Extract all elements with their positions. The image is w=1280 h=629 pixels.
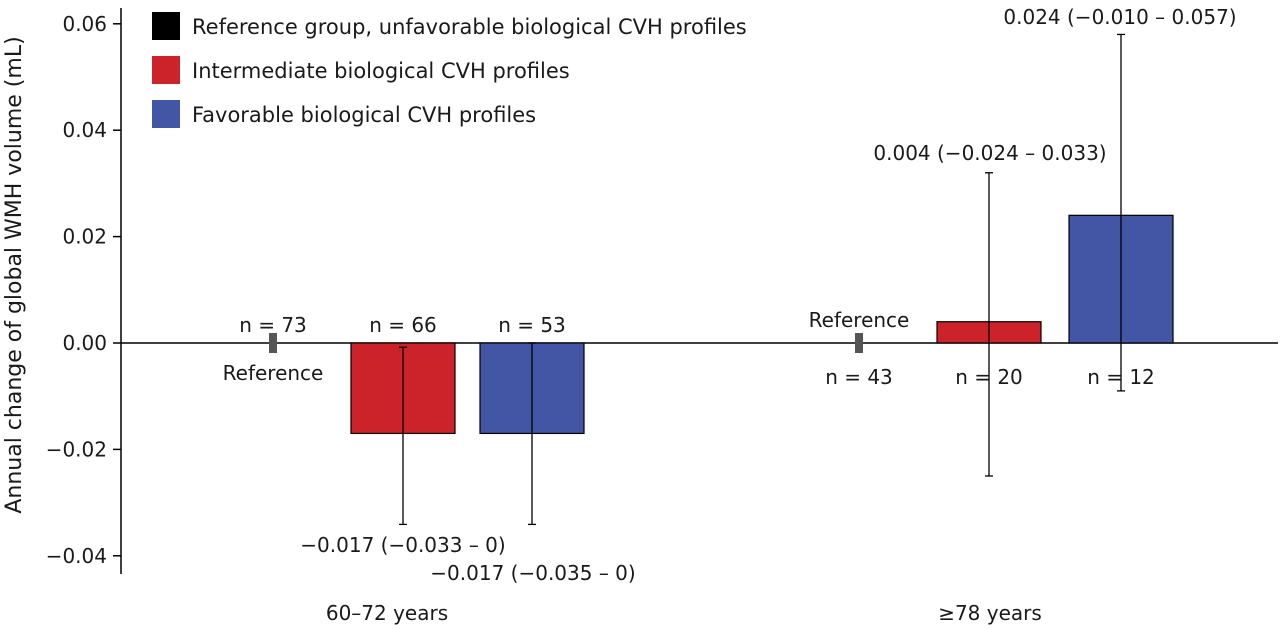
legend-label: Reference group, unfavorable biological … bbox=[192, 15, 747, 39]
y-tick-label: −0.04 bbox=[46, 544, 107, 568]
legend-label: Favorable biological CVH profiles bbox=[192, 103, 536, 127]
bars: 60–72 years n = 73 Reference n = 66 −0.017 (… bbox=[223, 5, 1237, 625]
legend-swatch bbox=[152, 56, 180, 84]
reference-label: Reference bbox=[809, 308, 910, 332]
n-label: n = 20 bbox=[955, 365, 1023, 389]
legend-label: Intermediate biological CVH profiles bbox=[192, 59, 570, 83]
n-label: n = 12 bbox=[1087, 365, 1155, 389]
y-tick-label: 0.06 bbox=[62, 12, 107, 36]
reference-marker bbox=[855, 333, 863, 353]
reference-marker bbox=[269, 333, 277, 353]
legend: Reference group, unfavorable biological … bbox=[152, 12, 747, 128]
n-label: n = 66 bbox=[369, 313, 437, 337]
axes: 0.06 0.04 0.02 0.00 −0.02 −0.04 bbox=[46, 8, 1278, 574]
y-tick-label: −0.02 bbox=[46, 437, 107, 461]
ci-label: −0.017 (−0.033 – 0) bbox=[300, 533, 505, 557]
n-label: n = 73 bbox=[239, 313, 307, 337]
group-label: ≥78 years bbox=[938, 601, 1042, 625]
n-label: n = 43 bbox=[825, 365, 893, 389]
ci-label: 0.024 (−0.010 – 0.057) bbox=[1003, 5, 1236, 29]
legend-swatch bbox=[152, 100, 180, 128]
n-label: n = 53 bbox=[498, 313, 566, 337]
y-axis-label: Annual change of global WMH volume (mL) bbox=[2, 36, 27, 513]
legend-swatch bbox=[152, 12, 180, 40]
y-tick-label: 0.04 bbox=[62, 118, 107, 142]
y-tick-label: 0.02 bbox=[62, 225, 107, 249]
ci-label: 0.004 (−0.024 – 0.033) bbox=[873, 141, 1106, 165]
group-label: 60–72 years bbox=[326, 601, 448, 625]
ci-label: −0.017 (−0.035 – 0) bbox=[430, 561, 635, 585]
reference-label: Reference bbox=[223, 361, 324, 385]
y-tick-label: 0.00 bbox=[62, 331, 107, 355]
